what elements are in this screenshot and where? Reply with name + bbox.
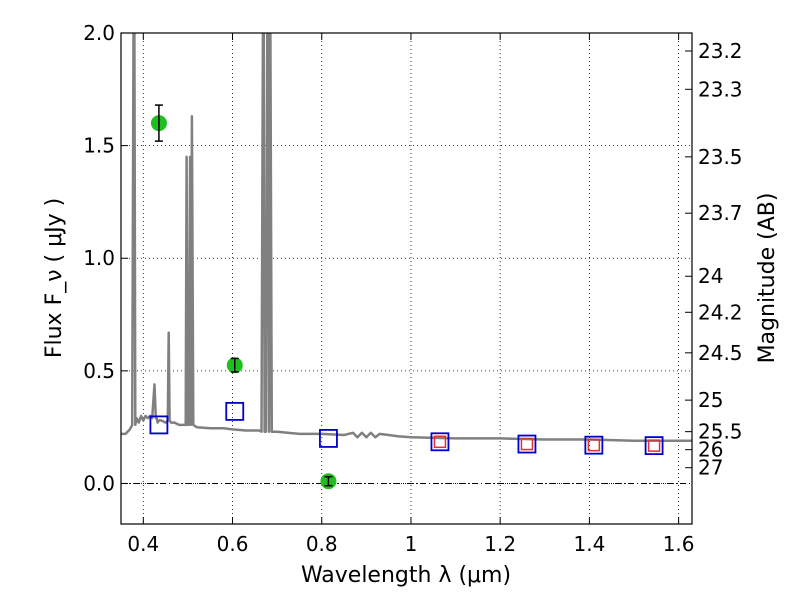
y2-tick-label: 27 bbox=[698, 456, 723, 480]
y2-tick-label: 23.7 bbox=[698, 201, 743, 225]
right-axis-label: Magnitude (AB) bbox=[755, 193, 780, 364]
y2-tick-label: 24 bbox=[698, 264, 723, 288]
model-point-inner-square bbox=[520, 437, 534, 451]
model-point-inner-square bbox=[433, 435, 447, 449]
y2-tick-label: 24.2 bbox=[698, 300, 743, 324]
y2-tick-label: 26 bbox=[698, 438, 723, 462]
model-point-square bbox=[430, 432, 450, 452]
y2-tick-label: 24.5 bbox=[698, 341, 743, 365]
y-tick-label: 0.5 bbox=[83, 359, 115, 383]
x-axis-label: Wavelength λ (μm) bbox=[301, 563, 511, 588]
y-axis-label: Flux F_ν ( μJy ) bbox=[42, 198, 67, 358]
model-point-square bbox=[644, 436, 664, 456]
y-tick-label: 0.0 bbox=[83, 471, 115, 495]
plot-frame bbox=[120, 32, 693, 525]
x-tick-label: 1 bbox=[405, 532, 418, 556]
model-point-square bbox=[584, 435, 604, 455]
x-axis-ticks: 0.4 0.6 0.8 1 1.2 1.4 1.6 bbox=[127, 33, 695, 556]
y2-tick-label: 23.2 bbox=[698, 39, 743, 63]
x-tick-label: 0.8 bbox=[306, 532, 338, 556]
model-point-inner-square bbox=[587, 438, 601, 452]
y2-tick-label: 25 bbox=[698, 388, 723, 412]
x-tick-label: 1.6 bbox=[663, 532, 695, 556]
model-point-inner-square bbox=[647, 439, 661, 452]
y2-tick-label: 23.5 bbox=[698, 145, 743, 169]
model-point-square bbox=[319, 429, 338, 448]
x-tick-label: 1.2 bbox=[484, 532, 516, 556]
model-point-square bbox=[149, 415, 169, 435]
y2-tick-label: 25.5 bbox=[698, 420, 743, 444]
x-tick-label: 1.4 bbox=[573, 532, 605, 556]
y-tick-label: 1.0 bbox=[83, 246, 115, 270]
model-photometry-points bbox=[149, 401, 664, 456]
y2-tick-label: 23.3 bbox=[698, 77, 743, 101]
x-tick-label: 0.6 bbox=[217, 532, 249, 556]
y-tick-label: 1.5 bbox=[83, 134, 115, 158]
y-axis-ticks: 0.0 0.5 1.0 1.5 2.0 bbox=[83, 21, 128, 495]
grid-lines bbox=[121, 32, 692, 524]
model-point-square bbox=[225, 401, 245, 421]
y-tick-label: 2.0 bbox=[83, 21, 115, 45]
x-tick-label: 0.4 bbox=[127, 532, 159, 556]
model-point-square bbox=[517, 434, 537, 454]
measured-photometry-points bbox=[150, 104, 337, 490]
model-spectrum bbox=[121, 33, 692, 442]
spectrum-line bbox=[121, 33, 692, 442]
